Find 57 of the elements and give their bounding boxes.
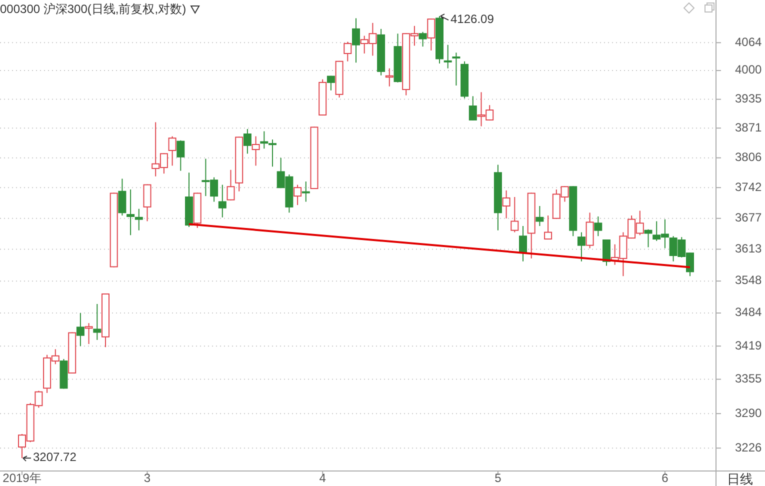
y-tick-label: 3548	[735, 273, 762, 288]
candlestick	[510, 196, 519, 233]
chart-title: 000300 沪深300(日线,前复权,对数)	[0, 2, 186, 16]
x-tick-label: 3	[144, 471, 151, 486]
y-tick-label: 3419	[735, 338, 762, 352]
y-tick-label: 3613	[735, 241, 762, 256]
candlestick	[444, 44, 452, 69]
x-tick-label: 4	[319, 471, 326, 486]
y-tick-label: 3742	[735, 180, 762, 194]
candlestick	[427, 18, 436, 51]
candlestick	[326, 75, 335, 91]
y-tick-label: 3484	[735, 305, 762, 320]
candlestick	[586, 212, 594, 249]
y-tick-label: 3935	[735, 91, 762, 106]
x-tick-label: 6	[662, 471, 669, 486]
candlestick	[577, 232, 586, 262]
candlestick	[418, 31, 427, 48]
candlestick	[344, 41, 352, 62]
candlestick	[176, 140, 185, 172]
y-tick-label: 4000	[735, 62, 762, 77]
candlestick	[544, 215, 552, 240]
y-tick-label: 3226	[735, 440, 762, 454]
candlestick	[243, 128, 252, 154]
candlestick	[143, 184, 152, 222]
x-tick-label: 5	[494, 471, 502, 486]
candlestick	[468, 96, 477, 121]
annotation: 4126.09	[450, 12, 494, 26]
candlestick	[76, 312, 84, 347]
candlestick	[302, 181, 310, 202]
candlestick	[252, 136, 260, 166]
y-tick-label: 3806	[735, 150, 762, 164]
candlestick	[118, 178, 126, 216]
y-tick-label: 3355	[735, 371, 762, 386]
candlestick	[594, 216, 602, 237]
y-tick-label: 3290	[735, 406, 762, 420]
candlestick	[134, 208, 143, 231]
candlestick	[602, 239, 610, 266]
candlestick	[218, 184, 226, 218]
x-tick-label: 2019年	[2, 471, 42, 486]
candlestick	[385, 68, 394, 87]
candlestick	[226, 169, 235, 201]
text: 日线	[727, 471, 753, 486]
candlestick	[126, 188, 135, 236]
y-tick-label: 3677	[735, 210, 762, 225]
candlestick	[644, 228, 652, 248]
y-tick-label: 4064	[735, 34, 762, 49]
candlestick	[93, 303, 102, 340]
candlestick	[536, 205, 544, 227]
candlestick	[452, 52, 460, 86]
candlestick	[502, 190, 510, 219]
candlestick	[294, 184, 302, 206]
annotation: 3207.72	[33, 450, 77, 464]
candlestick	[519, 226, 527, 262]
candlestick	[84, 322, 93, 345]
candlestick	[168, 136, 176, 166]
y-tick-label: 3871	[735, 120, 762, 134]
candlestick	[352, 18, 360, 64]
